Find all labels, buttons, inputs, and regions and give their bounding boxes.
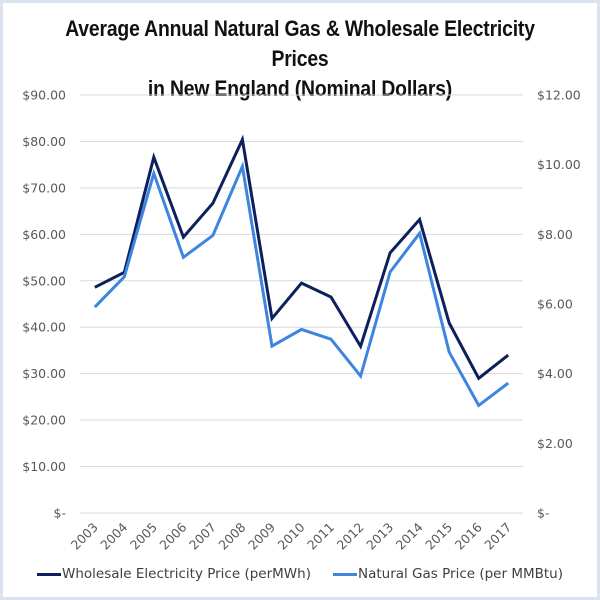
gridlines [80, 94, 523, 514]
chart-title-line1: Average Annual Natural Gas & Wholesale E… [65, 16, 535, 71]
legend: Wholesale Electricity Price (perMWh) Nat… [0, 566, 600, 582]
legend-swatch-electricity [37, 572, 61, 576]
legend-item-electricity: Wholesale Electricity Price (perMWh) [37, 566, 311, 582]
left-tick-label: $20.00 [22, 413, 66, 428]
x-tick-label: 2017 [481, 520, 514, 553]
x-tick-label: 2013 [363, 520, 396, 553]
left-tick-label: $10.00 [22, 459, 66, 474]
x-tick-label: 2003 [68, 520, 101, 553]
right-tick-label: $12.00 [537, 88, 581, 103]
left-tick-label: $30.00 [22, 366, 66, 381]
legend-item-natural-gas: Natural Gas Price (per MMBtu) [332, 566, 563, 582]
x-tick-label: 2015 [422, 520, 455, 553]
legend-label-natural-gas: Natural Gas Price (per MMBtu) [357, 566, 563, 582]
legend-label-electricity: Wholesale Electricity Price (perMWh) [62, 566, 311, 582]
x-tick-label: 2012 [334, 520, 367, 553]
x-tick-label: 2005 [127, 520, 160, 553]
left-tick-label: $50.00 [22, 273, 66, 288]
left-tick-label: $60.00 [22, 227, 66, 242]
x-tick-label: 2004 [97, 519, 130, 552]
legend-swatch-natural-gas [332, 572, 357, 576]
right-tick-label: $10.00 [537, 157, 581, 172]
left-axis-ticks: $- $10.00 $20.00 $30.00 $40.00 $50.00 $60.00 $7… [22, 88, 66, 521]
left-tick-label: $40.00 [22, 320, 66, 335]
chart-title: Average Annual Natural Gas & Wholesale E… [42, 14, 558, 104]
left-tick-label: $80.00 [22, 134, 66, 149]
x-tick-label: 2009 [245, 519, 278, 552]
series-line-natural-gas [93, 161, 510, 408]
x-axis-ticks: 2003200420052006200720082009201020112012… [68, 519, 515, 552]
right-axis-ticks: $- $2.00 $4.00 $6.00 $8.00 $10.00 $12.00 [537, 88, 581, 521]
x-tick-label: 2011 [304, 520, 337, 553]
x-tick-label: 2006 [156, 519, 189, 552]
right-tick-label: $2.00 [537, 436, 573, 451]
series-lines [93, 134, 510, 408]
left-tick-label: $90.00 [22, 88, 66, 103]
x-tick-label: 2007 [186, 520, 219, 553]
right-tick-label: $8.00 [537, 227, 573, 242]
x-tick-label: 2008 [215, 519, 248, 552]
x-tick-label: 2010 [275, 519, 308, 552]
chart-title-line2: in New England (Nominal Dollars) [147, 76, 453, 101]
x-tick-label: 2016 [452, 519, 485, 552]
right-tick-label: $- [537, 506, 549, 521]
left-tick-label: $- [54, 506, 66, 521]
x-tick-label: 2014 [393, 519, 426, 552]
left-tick-label: $70.00 [22, 180, 66, 195]
right-tick-label: $4.00 [537, 366, 573, 381]
right-tick-label: $6.00 [537, 297, 573, 312]
